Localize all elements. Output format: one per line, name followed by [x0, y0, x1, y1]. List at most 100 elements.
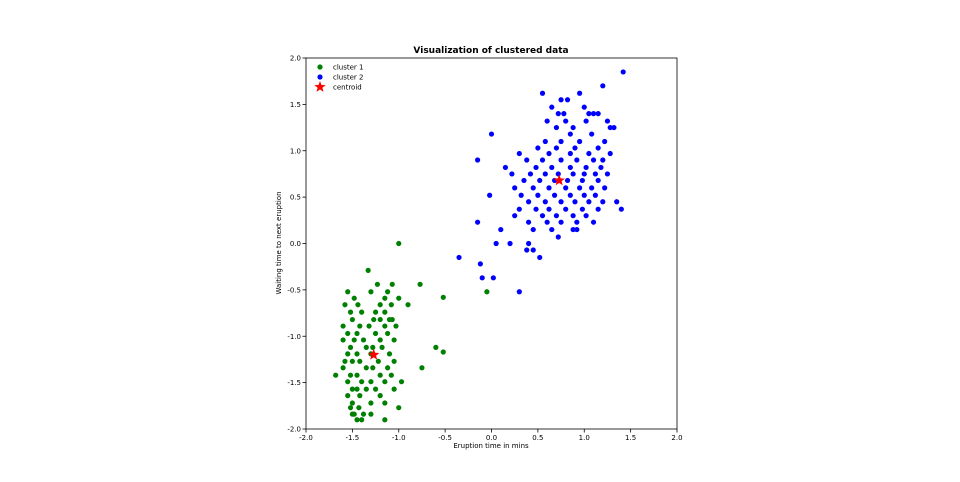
data-point	[396, 240, 402, 247]
data-point	[370, 344, 376, 350]
data-point	[354, 351, 360, 357]
data-point	[349, 358, 355, 364]
data-point	[600, 199, 606, 205]
data-point	[345, 289, 351, 295]
data-point	[604, 118, 611, 124]
data-point	[598, 164, 604, 171]
data-point	[572, 199, 578, 205]
data-point	[558, 97, 564, 103]
data-point	[365, 267, 371, 273]
data-point	[586, 111, 592, 117]
data-point	[382, 295, 388, 301]
legend-marker	[317, 74, 323, 80]
data-point	[433, 344, 439, 350]
data-point	[377, 372, 383, 378]
data-point	[382, 309, 388, 315]
data-point	[592, 192, 598, 198]
data-point	[586, 199, 592, 205]
y-tick-label: 0.5	[290, 194, 301, 202]
plot-area	[305, 57, 678, 430]
data-point	[354, 386, 360, 392]
data-point	[542, 199, 548, 205]
data-point	[579, 206, 585, 212]
data-point	[359, 417, 365, 423]
data-point	[579, 177, 585, 184]
data-point	[581, 192, 587, 198]
data-point	[572, 145, 578, 151]
data-point	[366, 323, 372, 329]
legend-label: cluster 2	[333, 74, 364, 82]
data-point	[539, 157, 546, 163]
data-point	[561, 111, 567, 117]
y-tick-label: 1.5	[290, 101, 301, 109]
legend-label: cluster 1	[333, 64, 364, 72]
data-point	[589, 185, 595, 191]
data-point	[604, 171, 611, 177]
data-point	[551, 192, 558, 198]
data-point	[347, 309, 354, 315]
data-point	[567, 131, 573, 137]
data-point	[509, 171, 515, 177]
data-point	[535, 192, 541, 198]
data-point	[583, 118, 589, 124]
data-point	[530, 226, 536, 233]
data-point	[354, 372, 360, 378]
data-point	[354, 417, 360, 423]
data-point	[359, 309, 365, 315]
data-point	[368, 289, 374, 295]
data-point	[570, 171, 576, 177]
y-tick-label: 2.0	[290, 55, 301, 63]
data-point	[581, 104, 587, 110]
data-point	[602, 138, 608, 145]
data-point	[590, 219, 597, 225]
x-tick-label: 0.5	[532, 434, 543, 442]
data-point	[526, 219, 532, 225]
data-point	[574, 226, 580, 233]
data-point	[516, 289, 522, 295]
y-axis: -2.0 -1.5 -1.0 -0.5 0.0 0.5 1.0 1.5 2.0	[287, 55, 306, 434]
data-point	[377, 337, 383, 343]
centroids	[368, 174, 565, 360]
data-point	[600, 157, 606, 163]
data-point	[372, 330, 379, 337]
legend: cluster 1 cluster 2 centroid	[314, 64, 364, 92]
data-point	[377, 316, 383, 323]
data-point	[537, 177, 543, 184]
x-tick-label: 1.0	[579, 434, 590, 442]
data-point	[583, 213, 589, 219]
data-point	[586, 150, 592, 157]
data-point	[391, 337, 397, 343]
data-point	[549, 226, 555, 233]
data-point	[347, 372, 354, 378]
data-point	[570, 213, 576, 219]
data-point	[357, 358, 363, 364]
data-point	[530, 247, 536, 253]
data-point	[516, 206, 522, 212]
data-point	[524, 157, 530, 163]
data-point	[558, 219, 564, 225]
data-point	[563, 118, 569, 124]
data-point	[564, 177, 571, 184]
data-point	[549, 104, 555, 110]
data-point	[396, 295, 402, 301]
data-point	[530, 185, 536, 191]
data-point	[388, 302, 394, 308]
data-point	[474, 219, 481, 225]
data-point	[347, 344, 354, 350]
data-point	[345, 393, 351, 399]
data-point	[555, 234, 561, 240]
data-points	[333, 69, 626, 423]
y-tick-label: -2.0	[287, 426, 301, 434]
data-point	[385, 330, 391, 337]
data-point	[386, 316, 393, 323]
data-point	[577, 138, 583, 145]
centroid-marker	[553, 174, 565, 186]
y-tick-label: -0.5	[287, 286, 301, 294]
data-point	[419, 365, 425, 371]
data-point	[349, 316, 355, 323]
legend-label: centroid	[333, 84, 362, 92]
data-point	[363, 344, 369, 350]
data-point	[349, 400, 355, 406]
data-point	[592, 171, 598, 177]
